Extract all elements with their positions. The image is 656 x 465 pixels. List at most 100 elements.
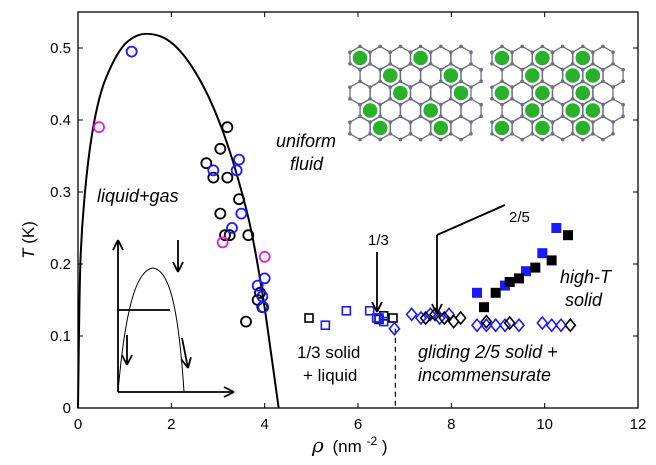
data-point-circle [214,207,227,220]
lattice-vertex [611,132,615,136]
y-tick-label: 0.2 [50,256,71,273]
data-point-diamond [512,317,526,333]
lattice-vertex [398,137,403,142]
lattice-vertex [449,50,453,54]
lattice-vertex [581,137,585,142]
lattice-vertex [408,97,413,101]
lattice-vertex [530,62,535,66]
lattice-vertex [490,132,494,136]
lattice-vertex [490,62,494,66]
adsorbed-atom [423,103,439,118]
x-tick-label: 6 [354,416,362,433]
lattice-vertex [469,120,473,124]
data-point-circle [221,171,234,184]
data-point-square-filled [537,248,548,259]
lattice-vertex [358,44,362,49]
lattice-vertex [469,85,473,89]
inset-arrow-down-left-head [121,354,133,366]
adsorbed-atom [575,120,591,136]
lattice-vertex [560,44,565,49]
x-tick-label: 4 [260,416,268,433]
lattice-vertex [530,120,535,124]
lattice-vertex [398,44,403,49]
lattice-vertex [418,102,423,107]
lattice-vertex [540,114,545,119]
adsorbed-atom [585,103,601,118]
lattice-vertex [611,62,615,66]
lattice-hexagon [592,115,614,141]
adsorbed-atom [372,120,388,136]
lattice-vertex [388,85,393,89]
lattice-hexagon [551,115,574,141]
lattice-vertex [428,97,433,101]
y-axis-symbol: T [19,247,38,259]
lattice-vertex [510,85,514,89]
lattice-vertex [418,67,423,72]
adsorbed-atom [494,120,510,136]
lattice-vertex [439,67,443,72]
adsorbed-atom [362,103,378,118]
lattice-vertex [358,67,362,72]
adsorbed-atom [352,50,368,66]
lattice-vertex [408,132,413,136]
data-point-circle [257,301,270,314]
adsorbed-atom [535,85,550,101]
x-axis-close: ) [382,437,388,456]
lattice-vertex [418,44,423,49]
lattice-vertex [358,102,362,107]
lattice-panel-1 [348,44,483,142]
adsorbed-atom [393,85,408,101]
lattice-vertex [591,97,595,101]
lattice-vertex [368,50,372,54]
lattice-vertex [510,62,514,66]
lattice-vertex [479,67,483,72]
data-point-square-filled [551,223,562,233]
lattice-vertex [621,67,625,72]
lattice-vertex [570,85,575,89]
data-point-circle [223,229,236,242]
data-point-circle [219,229,231,242]
annotation-uniform: uniform [276,131,336,151]
lattice-vertex [550,97,555,101]
lattice-vertex [601,114,605,119]
data-point-square [304,313,314,323]
annotation-high-t: high-T [560,267,613,287]
adsorbed-atom [575,85,591,101]
data-point-diamond [454,310,467,326]
x-tick-label: 0 [74,416,82,433]
lattice-vertex [408,50,413,54]
annotation-one-third-solid: 1/3 solid [297,343,360,362]
inset-y-arrow-head [112,239,124,251]
lattice-vertex [378,102,383,107]
lattice-vertex [428,50,433,54]
data-point-circle [230,164,243,177]
lattice-vertex [520,114,524,119]
lattice-vertex [591,120,595,124]
lattice-vertex [591,85,595,89]
lattice-vertex [621,79,625,84]
lattice-vertex [601,44,605,49]
lattice-vertex [408,120,413,124]
lattice-vertex [500,137,504,142]
data-point-circle [258,272,271,285]
data-point-circle [235,207,248,220]
lattice-vertex [449,132,453,136]
data-point-circle [125,45,138,58]
data-point-square-filled [530,262,541,273]
lattice-vertex [510,132,514,136]
lattice-vertex [560,114,565,119]
lattice-vertex [621,102,625,107]
data-point-square-filled [563,230,573,241]
lattice-vertex [591,62,595,66]
inset-x-arrow-head [223,386,235,398]
data-point-diamond [419,310,432,326]
lattice-vertex [439,102,443,107]
coexistence-curve [77,32,396,409]
x-tick-label: 10 [536,416,553,433]
data-point-diamond [438,310,451,326]
adsorbed-atom [443,68,459,83]
lattice-vertex [570,132,575,136]
lattice-vertex [570,50,575,54]
adsorbed-atom [413,50,428,66]
y-tick-label: 0 [63,400,71,417]
